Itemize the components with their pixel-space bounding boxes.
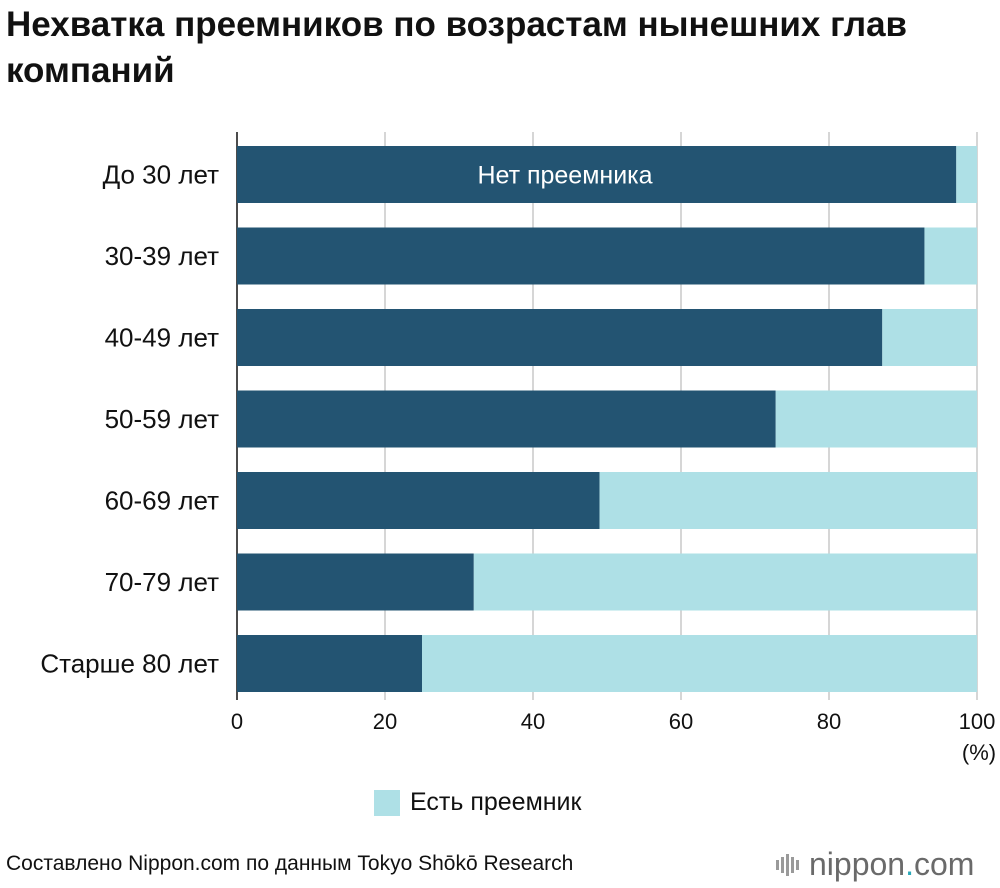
- bar-layer: [237, 146, 977, 692]
- category-label-4: 60-69 лет: [105, 486, 219, 516]
- x-tick-label-100: 100: [959, 709, 996, 734]
- bar-no-successor-2: [237, 309, 883, 366]
- legend: Есть преемник: [374, 788, 581, 817]
- chart-title: Нехватка преемников по возрастам нынешни…: [6, 5, 908, 90]
- category-label-0: До 30 лет: [103, 160, 219, 190]
- bar-has-successor-4: [599, 472, 977, 529]
- category-label-1: 30-39 лет: [105, 241, 219, 271]
- bar-no-successor-4: [237, 472, 600, 529]
- x-tick-label-0: 0: [231, 709, 243, 734]
- source-note: Составлено Nippon.com по данным Tokyo Sh…: [6, 852, 574, 875]
- bar-has-successor-2: [882, 309, 977, 366]
- bar-has-successor-1: [924, 227, 977, 285]
- bar-has-successor-0: [956, 146, 977, 203]
- nippon-logo: nippon. com: [776, 846, 974, 883]
- bar-has-successor-5: [473, 553, 977, 611]
- category-label-6: Старше 80 лет: [40, 649, 219, 679]
- bar-no-successor-6: [237, 635, 422, 692]
- x-tick-label-40: 40: [521, 709, 545, 734]
- legend-swatch-has-successor: [374, 789, 400, 816]
- x-unit-label: (%): [962, 740, 996, 765]
- bar-no-successor-5: [237, 553, 474, 611]
- category-label-3: 50-59 лет: [105, 404, 219, 434]
- bar-no-successor-0: [237, 146, 957, 203]
- inbar-series-label: Нет преемника: [477, 162, 652, 190]
- logo-name: nippon: [809, 846, 906, 882]
- category-label-5: 70-79 лет: [105, 567, 219, 597]
- category-label-2: 40-49 лет: [105, 323, 219, 353]
- bar-has-successor-3: [775, 390, 977, 448]
- logo-suffix: com: [913, 846, 975, 882]
- bar-no-successor-1: [237, 227, 925, 285]
- bar-has-successor-6: [422, 635, 977, 692]
- legend-label: Есть преемник: [410, 788, 582, 816]
- x-tick-label-20: 20: [373, 709, 397, 734]
- logo-bars-icon: [776, 853, 801, 876]
- x-tick-label-60: 60: [669, 709, 693, 734]
- label-layer: 0 20 40 60 80 100 (%) До 30 лет 30-39 лет 40-49 л…: [40, 160, 996, 766]
- bar-no-successor-3: [237, 390, 776, 448]
- x-tick-label-80: 80: [817, 709, 841, 734]
- logo-dot: .: [905, 846, 914, 882]
